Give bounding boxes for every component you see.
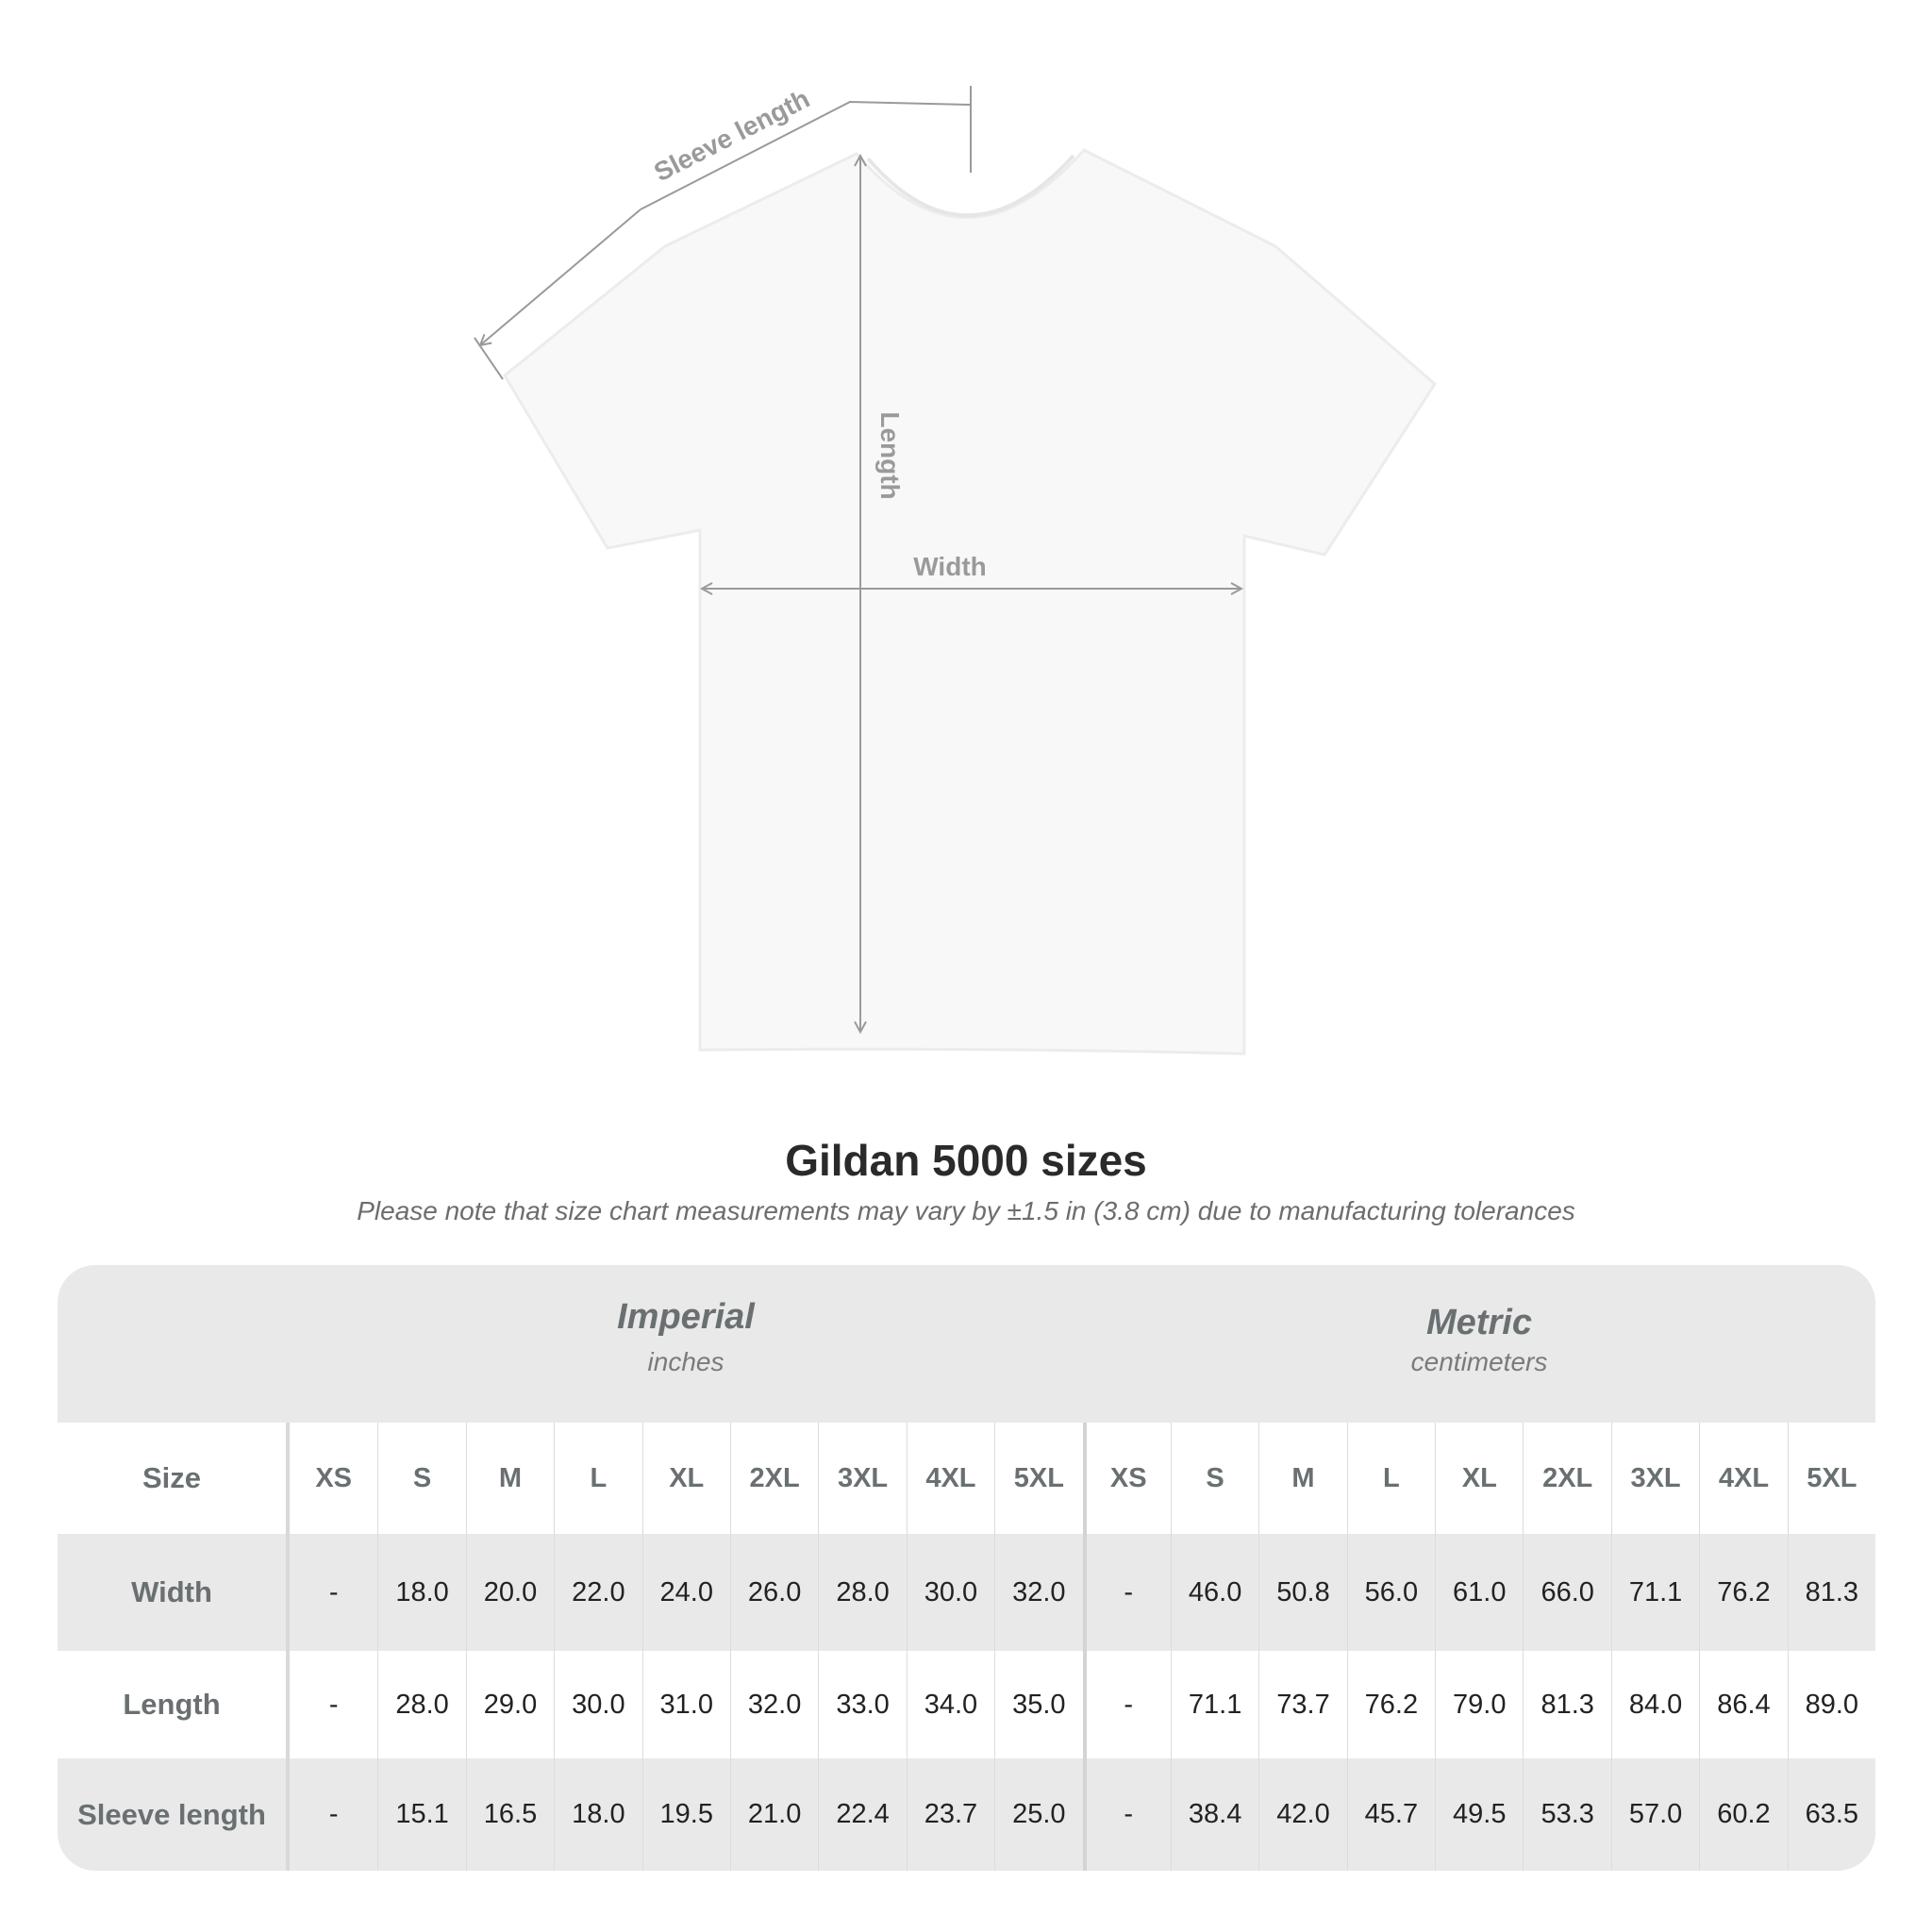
- table-row: Width -18.0 20.0 22.0 24.0 26.0 28.0 30.0 32.0-4…: [58, 1534, 1875, 1651]
- metric-header: Metric centimeters: [1083, 1265, 1875, 1423]
- imperial-value-cell: 23.7: [906, 1758, 994, 1871]
- imperial-value-cell: 19.5: [641, 1758, 730, 1871]
- metric-value-cell: 49.5: [1435, 1758, 1523, 1871]
- size-header-cell: 3XL: [818, 1423, 906, 1534]
- sleeve-length-arrow-head: [480, 208, 641, 345]
- metric-value-cell: 45.7: [1346, 1758, 1435, 1871]
- imperial-value-cell: -: [328, 1689, 339, 1720]
- imperial-unit: inches: [647, 1347, 724, 1376]
- imperial-value-cell: 22.4: [818, 1758, 906, 1871]
- sleeve-length-arrow: [640, 100, 972, 210]
- size-header-cell: 5XL: [1787, 1423, 1875, 1534]
- size-header-cell: S: [1170, 1423, 1258, 1534]
- tshirt-measurement-diagram: Length Width Sleeve length: [474, 84, 1437, 1056]
- row-label: Width: [58, 1534, 290, 1651]
- tolerance-note: Please note that size chart measurements…: [357, 1196, 1575, 1225]
- metric-value-cell: 84.0: [1610, 1651, 1699, 1758]
- metric-value-cell: 81.3: [1523, 1651, 1610, 1758]
- imperial-value-cell: 34.0: [906, 1651, 994, 1758]
- size-header-cell: 4XL: [1699, 1423, 1787, 1534]
- metric-value-cell: 66.0: [1523, 1534, 1610, 1651]
- sleeve-tick-left: [474, 337, 504, 380]
- metric-value-cell: 76.2: [1699, 1534, 1787, 1651]
- imperial-value-cell: 28.0: [818, 1534, 906, 1651]
- size-header-row: Size XS S M L XL 2XL 3XL 4XL 5XL XS S M L XL 2XL 3XL 4XL 5…: [58, 1423, 1875, 1534]
- imperial-value-cell: 32.0: [994, 1534, 1082, 1651]
- imperial-value-cell: 33.0: [818, 1651, 906, 1758]
- imperial-value-cell: 30.0: [906, 1534, 994, 1651]
- page-title: Gildan 5000 sizes: [785, 1136, 1147, 1185]
- metric-value-cell: 57.0: [1610, 1758, 1699, 1871]
- metric-value-cell: 38.4: [1170, 1758, 1258, 1871]
- size-header-cell: XL: [641, 1423, 730, 1534]
- metric-value-cell: 42.0: [1258, 1758, 1346, 1871]
- metric-value-cell: 76.2: [1346, 1651, 1435, 1758]
- metric-value-cell: 53.3: [1523, 1758, 1610, 1871]
- imperial-value-cell: 20.0: [465, 1534, 554, 1651]
- imperial-value-cell: 35.0: [994, 1651, 1082, 1758]
- size-header-cell: L: [554, 1423, 641, 1534]
- row-label: Length: [58, 1651, 290, 1758]
- imperial-value-cell: -: [328, 1576, 339, 1607]
- imperial-header: Imperial inches: [290, 1265, 1082, 1423]
- tshirt-shape: [503, 148, 1437, 1056]
- imperial-value-cell: 32.0: [729, 1651, 818, 1758]
- metric-title: Metric: [1426, 1303, 1532, 1342]
- imperial-value-cell: 18.0: [377, 1534, 465, 1651]
- tshirt-collar: [866, 154, 1075, 218]
- table-row: Length -28.0 29.0 30.0 31.0 32.0 33.0 34.0 35.0-…: [58, 1651, 1875, 1758]
- width-label: Width: [913, 552, 987, 581]
- imperial-value-cell: 24.0: [641, 1534, 730, 1651]
- imperial-value-cell: 21.0: [729, 1758, 818, 1871]
- size-header-cell: L: [1346, 1423, 1435, 1534]
- metric-value-cell: 79.0: [1435, 1651, 1523, 1758]
- imperial-value-cell: 31.0: [641, 1651, 730, 1758]
- metric-value-cell: 71.1: [1170, 1651, 1258, 1758]
- metric-value-cell: 63.5: [1787, 1758, 1875, 1871]
- metric-value-cell: 71.1: [1610, 1534, 1699, 1651]
- imperial-value-cell: 18.0: [554, 1758, 641, 1871]
- metric-unit: centimeters: [1410, 1347, 1548, 1376]
- size-header-cell: XS: [1082, 1423, 1171, 1534]
- size-header-cell: 2XL: [729, 1423, 818, 1534]
- imperial-value-cell: 29.0: [465, 1651, 554, 1758]
- imperial-value-cell: 15.1: [377, 1758, 465, 1871]
- imperial-value-cell: 28.0: [377, 1651, 465, 1758]
- imperial-value-cell: 22.0: [554, 1534, 641, 1651]
- metric-value-cell: 56.0: [1346, 1534, 1435, 1651]
- table-row: Sleeve length - 15.1 16.5 18.0 19.5 21.0 22.4 23…: [58, 1758, 1875, 1871]
- size-header-cell: M: [1258, 1423, 1346, 1534]
- imperial-value-cell: 30.0: [554, 1651, 641, 1758]
- size-header-cell: 5XL: [994, 1423, 1082, 1534]
- length-label: Length: [875, 411, 905, 499]
- size-header-cell: S: [377, 1423, 465, 1534]
- size-header-cell: XL: [1435, 1423, 1523, 1534]
- sleeve-length-label: Sleeve length: [649, 84, 814, 188]
- imperial-value-cell: 16.5: [465, 1758, 554, 1871]
- imperial-title: Imperial: [617, 1297, 755, 1337]
- metric-value-cell: 81.3: [1787, 1534, 1875, 1651]
- size-header-cell: XS: [315, 1462, 353, 1493]
- size-table: Imperial inches Metric centimeters Size X…: [58, 1265, 1875, 1871]
- size-header-cell: M: [465, 1423, 554, 1534]
- row-label: Size: [58, 1423, 290, 1534]
- metric-value-cell: 50.8: [1258, 1534, 1346, 1651]
- metric-value-cell: -: [1082, 1651, 1171, 1758]
- imperial-value-cell: 26.0: [729, 1534, 818, 1651]
- size-header-cell: 2XL: [1523, 1423, 1610, 1534]
- row-label: Sleeve length: [58, 1758, 290, 1871]
- metric-value-cell: 86.4: [1699, 1651, 1787, 1758]
- metric-value-cell: -: [1082, 1534, 1171, 1651]
- size-header-cell: 3XL: [1610, 1423, 1699, 1534]
- imperial-value-cell: -: [328, 1799, 339, 1829]
- metric-value-cell: 89.0: [1787, 1651, 1875, 1758]
- metric-value-cell: 46.0: [1170, 1534, 1258, 1651]
- metric-value-cell: -: [1082, 1758, 1171, 1871]
- metric-value-cell: 61.0: [1435, 1534, 1523, 1651]
- metric-value-cell: 73.7: [1258, 1651, 1346, 1758]
- metric-value-cell: 60.2: [1699, 1758, 1787, 1871]
- size-header-cell: 4XL: [906, 1423, 994, 1534]
- imperial-value-cell: 25.0: [994, 1758, 1082, 1871]
